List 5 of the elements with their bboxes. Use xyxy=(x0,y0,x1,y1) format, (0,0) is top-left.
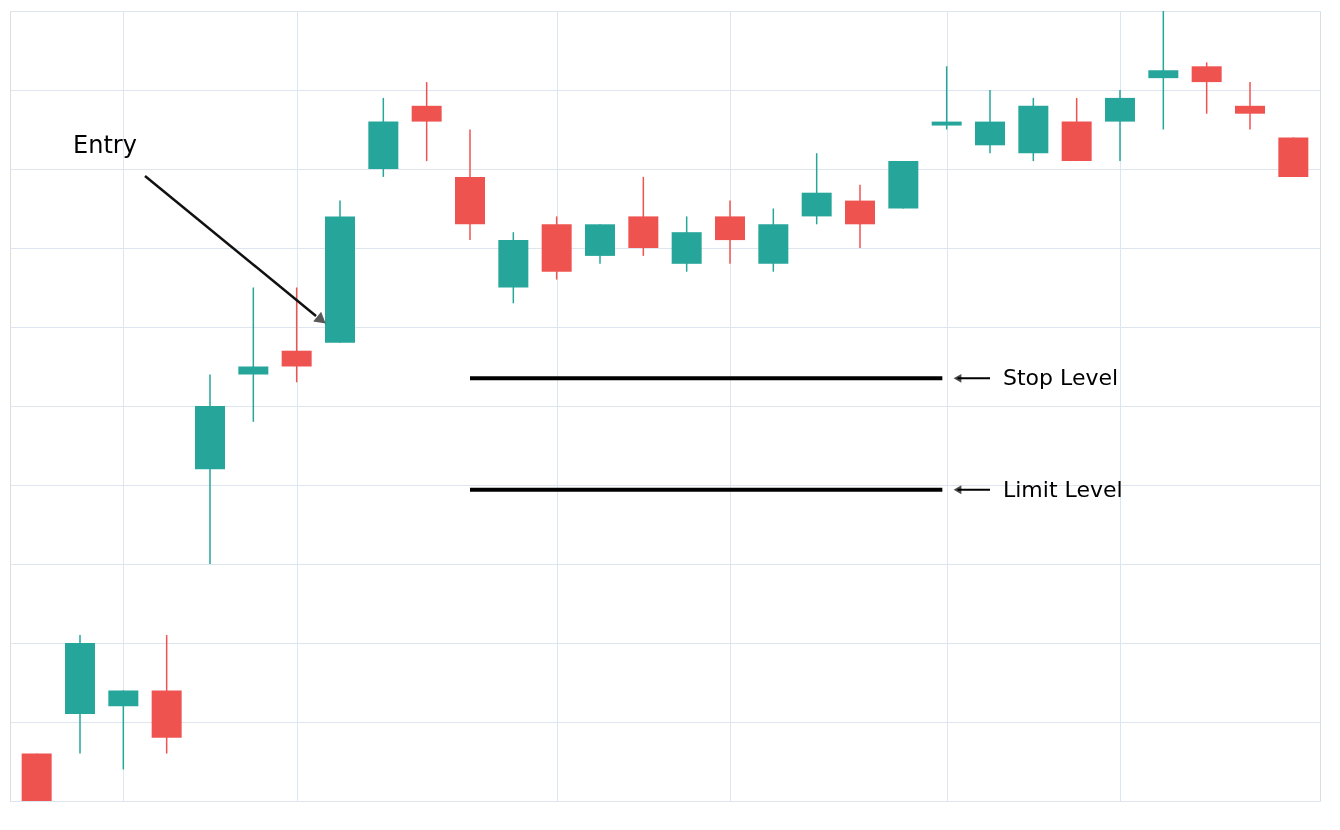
annotation: Entry xyxy=(73,131,137,159)
candlestick xyxy=(931,65,962,131)
ref-line-label: Stop Level xyxy=(1003,365,1119,391)
candlestick xyxy=(1148,10,1179,131)
ref-line-label: Limit Level xyxy=(1003,476,1123,502)
